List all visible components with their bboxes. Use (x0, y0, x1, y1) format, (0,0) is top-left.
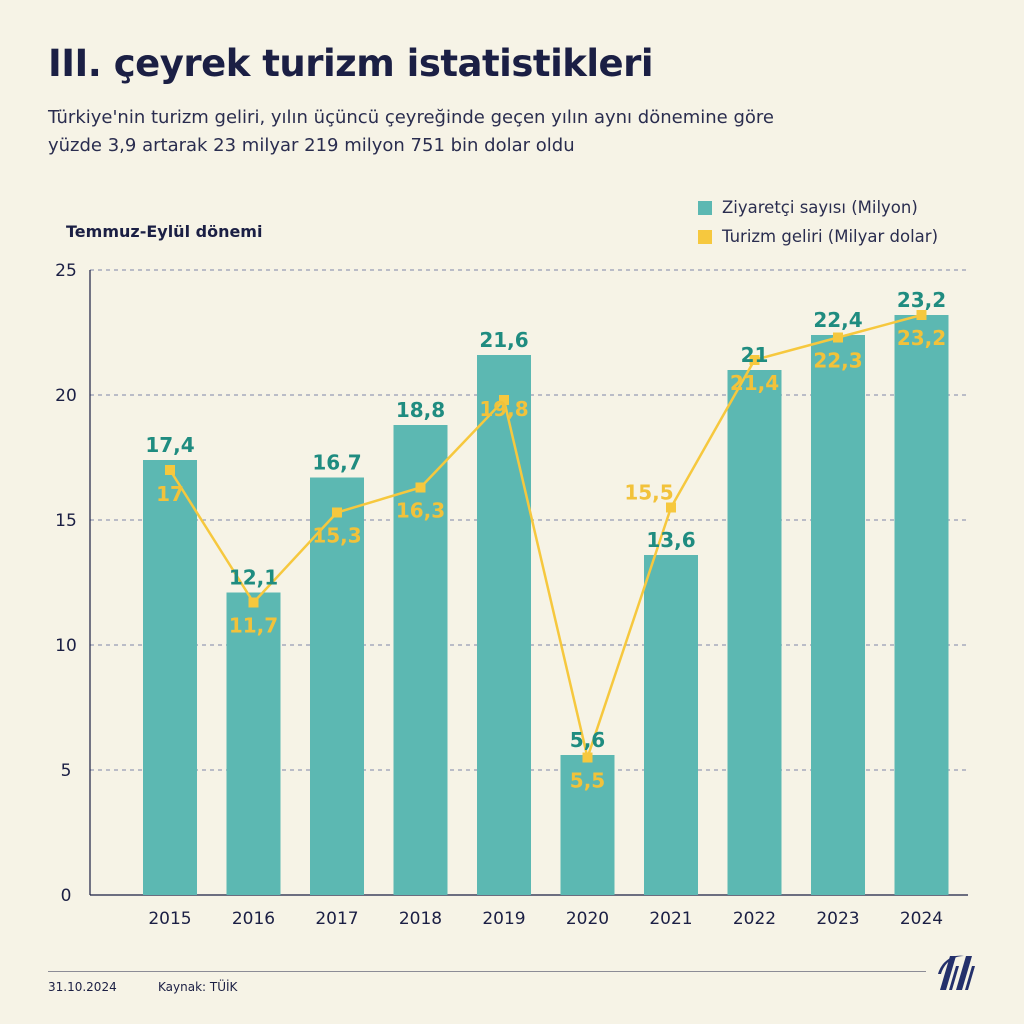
bar-data-label: 17,4 (145, 433, 194, 457)
bar-data-label: 18,8 (396, 398, 445, 422)
subtitle-line-2: yüzde 3,9 artarak 23 milyar 219 milyon 7… (48, 135, 575, 156)
bar-data-label: 22,4 (813, 308, 862, 332)
bar (393, 425, 448, 895)
line-point (916, 310, 927, 320)
bar (477, 355, 531, 895)
bar (310, 477, 364, 895)
x-tick-label: 2021 (649, 909, 692, 929)
y-tick-label: 20 (55, 386, 77, 406)
bar-data-label: 16,7 (312, 451, 361, 475)
chart-title: III. çeyrek turizm istatistikleri (48, 42, 654, 85)
footer-source: Kaynak: TÜİK (158, 980, 238, 994)
bar-data-label: 21 (741, 343, 769, 367)
line-point (833, 332, 843, 343)
line-data-label: 16,3 (396, 499, 445, 523)
legend-item-visitors: Ziyaretçi sayısı (Milyon) (698, 193, 938, 222)
x-tick-label: 2023 (816, 909, 859, 929)
bar (560, 755, 615, 895)
x-tick-label: 2022 (733, 909, 776, 929)
x-tick-label: 2015 (148, 909, 191, 929)
footer-date: 31.10.2024 (48, 980, 117, 994)
line-point (332, 507, 342, 518)
y-tick-label: 0 (61, 886, 72, 906)
line-data-label: 21,4 (730, 371, 779, 395)
legend-swatch-visitors (698, 200, 712, 215)
footer-divider (48, 971, 926, 972)
bar-data-label: 23,2 (897, 288, 946, 312)
bar (894, 315, 949, 895)
y-tick-label: 15 (55, 511, 77, 531)
bar (727, 370, 782, 895)
x-tick-label: 2017 (315, 909, 358, 929)
x-tick-label: 2019 (482, 909, 525, 929)
period-label: Temmuz-Eylül dönemi (66, 222, 263, 241)
legend-label-visitors: Ziyaretçi sayısı (Milyon) (722, 198, 918, 217)
legend-swatch-revenue (698, 229, 712, 244)
bar (143, 460, 197, 895)
subtitle-line-1: Türkiye'nin turizm geliri, yılın üçüncü … (48, 107, 774, 128)
y-tick-label: 5 (61, 761, 72, 781)
line-data-label: 11,7 (229, 614, 278, 638)
x-tick-label: 2018 (399, 909, 442, 929)
x-tick-label: 2016 (232, 909, 275, 929)
line-point (582, 752, 593, 763)
legend-label-revenue: Turizm geliri (Milyar dolar) (722, 227, 939, 246)
y-tick-label: 25 (55, 261, 77, 281)
x-tick-label: 2024 (900, 909, 943, 929)
line-point (749, 355, 760, 365)
bar-data-label: 5,6 (570, 728, 605, 752)
line-data-label: 23,2 (897, 326, 946, 350)
y-tick-label: 10 (55, 636, 77, 656)
legend-item-revenue: Turizm geliri (Milyar dolar) (698, 222, 938, 251)
line-data-label: 15,5 (624, 481, 673, 505)
series-line (168, 313, 922, 763)
line-data-label: 5,5 (570, 769, 605, 793)
line-point (666, 502, 676, 513)
line-data-label: 22,3 (813, 349, 862, 373)
line-point (165, 465, 175, 475)
bar-data-label: 21,6 (479, 328, 528, 352)
x-tick-label: 2020 (566, 909, 609, 929)
line-data-label: 19,8 (479, 397, 528, 421)
line-point (499, 395, 509, 405)
bar-data-label: 13,6 (646, 528, 695, 552)
legend: Ziyaretçi sayısı (Milyon) Turizm geliri … (698, 193, 938, 251)
chart-subtitle: Türkiye'nin turizm geliri, yılın üçüncü … (48, 104, 908, 160)
aa-logo: AA (938, 955, 975, 990)
line-point (248, 597, 259, 608)
bar (811, 335, 865, 895)
bar-data-label: 12,1 (229, 566, 278, 590)
bar (226, 592, 281, 895)
line-point (415, 482, 426, 493)
line-data-label: 15,3 (312, 524, 361, 548)
line-data-label: 17 (156, 482, 184, 506)
bar (644, 555, 698, 895)
